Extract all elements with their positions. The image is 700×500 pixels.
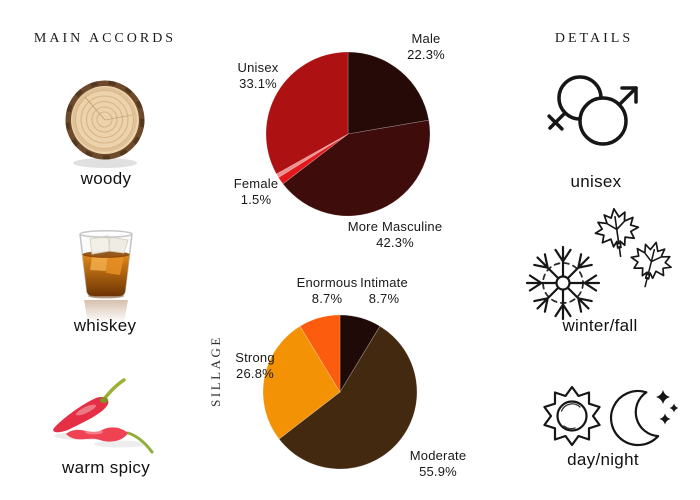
main-accords-header: MAIN ACCORDS (33, 31, 177, 46)
pie-slice (299, 314, 341, 394)
pie-label-text: Strong (235, 350, 275, 365)
pie-slice (262, 325, 341, 440)
moon-icon (609, 389, 660, 447)
pie-slice (265, 51, 349, 175)
sillage-axis-label: SILLAGE (208, 335, 223, 407)
wood-slice-image (65, 80, 145, 168)
pie-label-pct: 8.7% (311, 291, 343, 306)
accord-label-warm-spicy: warm spicy (61, 458, 151, 477)
sun-icon (543, 385, 601, 447)
pie-label-text: Male (411, 31, 441, 46)
pie-slice (282, 119, 431, 217)
pie-label-text: More Masculine (347, 219, 443, 234)
pie-label-pct: 55.9% (419, 464, 457, 479)
pie-label-moderate: Moderate 55.9% (410, 448, 467, 480)
chili-peppers-image (53, 378, 154, 454)
gender-unisex-icon (547, 75, 638, 146)
pie-label-enormous: Enormous 8.7% (297, 275, 358, 307)
pie-label-female: Female 1.5% (234, 176, 279, 208)
pie-label-male: Male 22.3% (407, 31, 445, 63)
pie-label-text: Intimate (360, 275, 408, 290)
detail-label-winter-fall: winter/fall (562, 316, 638, 335)
pie-label-pct: 22.3% (407, 47, 445, 62)
details-header: DETAILS (554, 31, 634, 46)
whiskey-glass-image (79, 230, 133, 323)
detail-label-day-night: day/night (567, 450, 639, 469)
pie-slice (347, 51, 430, 135)
pie-label-text: Moderate (409, 448, 467, 463)
snowflake-maple-leaves-icon (525, 207, 672, 321)
pie-label-text: Unisex (237, 60, 279, 75)
pie-label-pct: 33.1% (239, 76, 277, 91)
pie-label-pct: 42.3% (376, 235, 414, 250)
pie-label-text: Female (233, 176, 279, 191)
pie-label-more-masculine: More Masculine 42.3% (348, 219, 443, 251)
pie-label-pct: 8.7% (368, 291, 400, 306)
sparkle-stars-icon (656, 390, 679, 425)
pie-label-pct: 1.5% (240, 192, 272, 207)
gender-pie-chart (265, 51, 431, 217)
pie-label-strong: Strong 26.8% (235, 350, 275, 382)
sillage-pie-chart (262, 314, 418, 470)
pie-slice (278, 133, 349, 185)
detail-label-unisex: unisex (570, 172, 622, 191)
pie-slice (339, 314, 381, 394)
pie-label-unisex: Unisex 33.1% (238, 60, 279, 92)
accord-label-whiskey: whiskey (73, 316, 137, 335)
pie-label-intimate: Intimate 8.7% (360, 275, 408, 307)
accord-label-woody: woody (80, 169, 132, 188)
pie-slice (278, 325, 418, 470)
sun-moon-icon (543, 385, 679, 447)
pie-label-pct: 26.8% (236, 366, 274, 381)
pie-slice (275, 133, 349, 178)
pie-label-text: Enormous (296, 275, 358, 290)
